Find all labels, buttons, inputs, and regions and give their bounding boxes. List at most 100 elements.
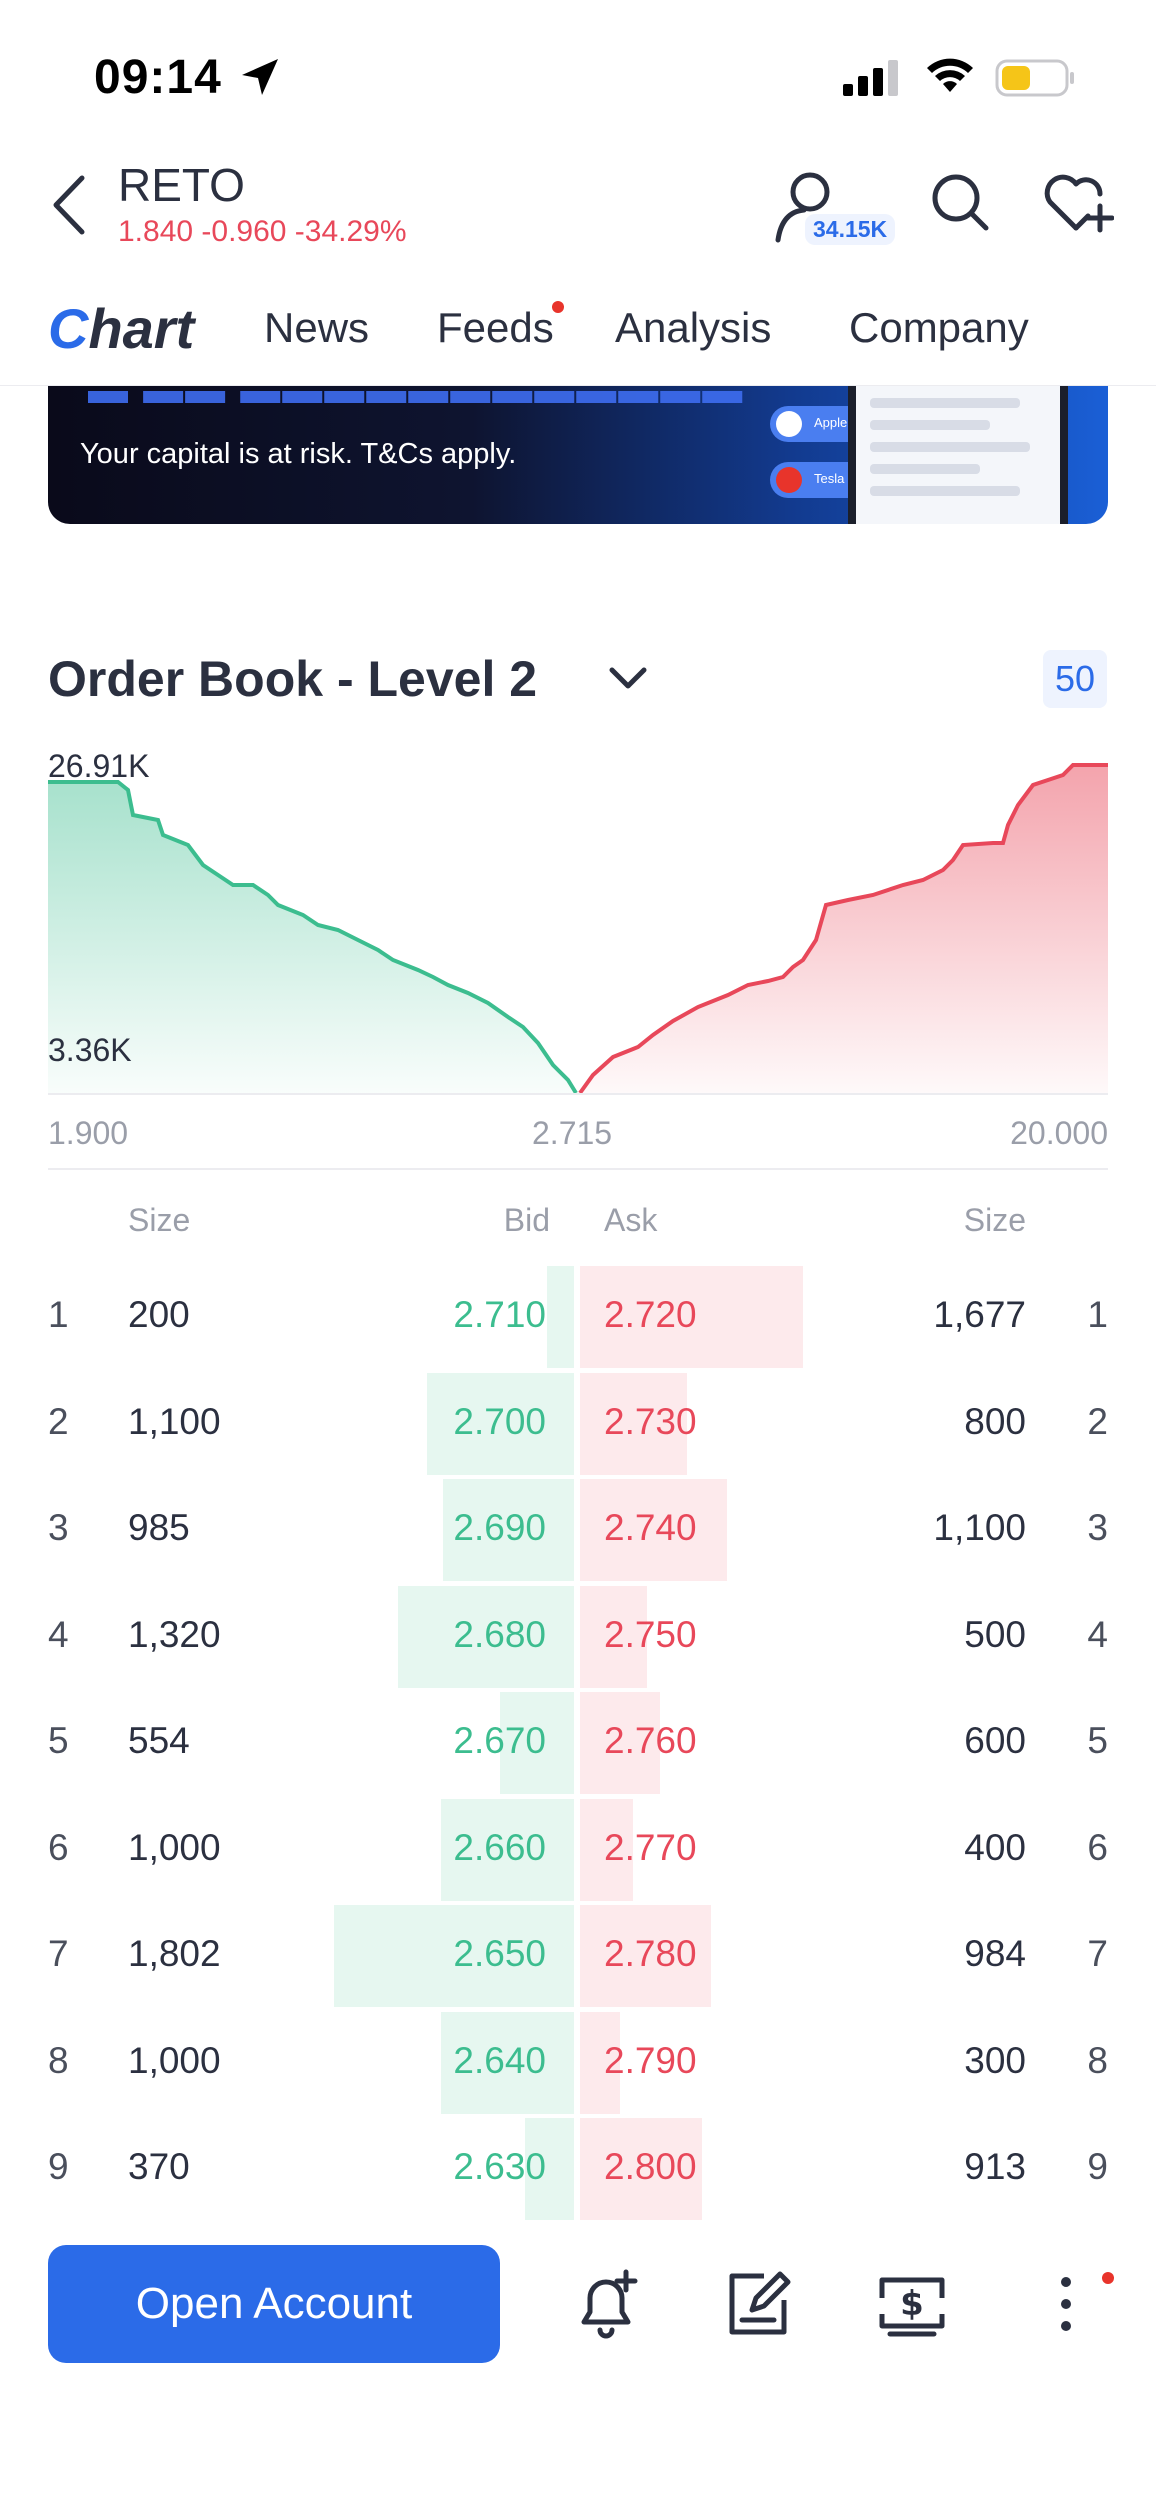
order-book-title[interactable]: Order Book - Level 2 (48, 651, 538, 707)
bid-size: 554 (128, 1720, 190, 1761)
followers-count: 34.15K (805, 214, 896, 245)
bid-level-index: 7 (48, 1933, 69, 1974)
ask-size-header: Size (963, 1202, 1026, 1238)
tab-company[interactable]: Company (849, 304, 1029, 351)
bid-level-index: 3 (48, 1507, 69, 1548)
tab-feeds[interactable]: Feeds (437, 304, 554, 351)
ask-level-index: 5 (1087, 1720, 1108, 1761)
ask-volume-bar (580, 1585, 647, 1688)
bid-level-index: 6 (48, 1826, 69, 1868)
promo-disclaimer: Your capital is at risk. T&Cs apply. (80, 438, 517, 470)
location-arrow-icon (242, 59, 278, 95)
ask-level-index: 3 (1087, 1507, 1108, 1548)
chevron-down-icon[interactable] (606, 664, 650, 694)
ask-price: 2.800 (604, 2146, 697, 2187)
ask-size: 913 (964, 2146, 1026, 2187)
add-favorite-icon[interactable] (1042, 172, 1114, 234)
bid-size: 1,000 (128, 1826, 221, 1868)
ask-header: Ask (604, 1202, 658, 1238)
bid-price: 2.700 (453, 1400, 546, 1442)
depth-x-mid: 2.715 (532, 1115, 613, 1151)
ask-size: 1,100 (933, 1507, 1026, 1548)
bid-ask-divider (575, 1264, 579, 2224)
ask-size: 1,677 (933, 1294, 1026, 1335)
order-book-row: 1 200 2.710 2.720 1,677 1 (0, 1264, 1156, 1370)
depth-selector[interactable]: 50 (1043, 650, 1107, 708)
open-account-button[interactable]: Open Account (48, 2245, 500, 2363)
tesla-logo-icon (776, 467, 802, 493)
bid-volume-bar (547, 1266, 574, 1368)
bid-size: 1,100 (128, 1400, 221, 1442)
bid-size: 1,802 (128, 1933, 221, 1974)
bid-price: 2.660 (453, 1826, 546, 1868)
order-book-row: 3 985 2.690 2.740 1,100 3 (0, 1477, 1156, 1583)
order-book-row: 2 1,100 2.700 2.730 800 2 (0, 1371, 1156, 1477)
ask-volume-bar (580, 2118, 702, 2220)
user-icon (775, 172, 830, 243)
bid-price: 2.670 (453, 1720, 546, 1761)
ask-depth-area (580, 765, 1108, 1095)
tab-analysis[interactable]: Analysis (615, 304, 772, 351)
order-book-row: 9 370 2.630 2.800 913 9 (0, 2116, 1156, 2222)
stock-symbol: RETO (118, 159, 245, 211)
order-book-row: 5 554 2.670 2.760 600 5 (0, 1690, 1156, 1796)
order-book-row: 7 1,802 2.650 2.780 984 7 (0, 1903, 1156, 2009)
promo-phone-image (848, 386, 1068, 524)
more-icon[interactable] (1030, 2268, 1102, 2340)
apple-logo-icon (776, 411, 802, 437)
ask-price: 2.790 (604, 2039, 697, 2081)
bid-volume-bar (427, 1372, 574, 1475)
bid-volume-bar (398, 1585, 574, 1688)
bid-price: 2.630 (453, 2146, 546, 2187)
bid-level-index: 5 (48, 1720, 69, 1761)
ask-volume-bar (580, 1372, 687, 1475)
depth-x-left: 1.900 (48, 1115, 129, 1151)
ask-price: 2.760 (604, 1720, 697, 1761)
cellular-signal-icon (843, 60, 898, 96)
bid-depth-area (48, 782, 576, 1095)
ask-volume-bar (580, 1798, 634, 1901)
ask-depth-line (578, 763, 1108, 1095)
bid-header: Bid (503, 1202, 550, 1238)
ask-price: 2.750 (604, 1613, 697, 1655)
bid-size: 985 (128, 1507, 190, 1548)
tab-bar: Chart News Feeds Analysis Company (0, 290, 1156, 386)
bid-level-index: 2 (48, 1400, 69, 1442)
ask-volume-bar (580, 1479, 727, 1581)
bid-volume-bar (442, 1479, 574, 1581)
ask-price: 2.770 (604, 1826, 697, 1868)
bid-volume-bar (440, 1798, 574, 1901)
bid-size-header: Size (128, 1202, 191, 1238)
bid-level-index: 9 (48, 2146, 69, 2187)
bid-volume-bar (524, 2118, 574, 2220)
promo-banner[interactable]: ▬ ▬▬ ▬▬▬▬▬▬▬▬▬▬▬▬ Your capital is at ris… (48, 386, 1108, 524)
bid-volume-bar (440, 2011, 574, 2114)
tab-chart[interactable]: Chart (48, 297, 195, 360)
bid-size: 1,000 (128, 2039, 221, 2081)
bid-price: 2.650 (453, 1933, 546, 1974)
ask-volume-bar (580, 1266, 804, 1368)
trade-icon[interactable]: $ (876, 2268, 948, 2340)
ask-volume-bar (580, 1692, 660, 1794)
back-button[interactable] (48, 172, 92, 238)
order-book-row: 4 1,320 2.680 2.750 500 4 (0, 1584, 1156, 1690)
svg-text:$: $ (900, 2284, 924, 2324)
tab-news[interactable]: News (264, 304, 370, 351)
bid-price: 2.710 (453, 1294, 546, 1335)
bid-volume-bar (500, 1692, 574, 1794)
depth-chart (48, 763, 1108, 1095)
bid-price: 2.690 (453, 1507, 546, 1548)
bid-depth-line (48, 780, 578, 1095)
feeds-notification-dot (552, 301, 564, 313)
status-bar: 09:14 (0, 0, 1156, 150)
order-book-row: 6 1,000 2.660 2.770 400 6 (0, 1797, 1156, 1903)
ask-level-index: 9 (1087, 2146, 1108, 2187)
add-alert-icon[interactable] (570, 2268, 642, 2340)
ask-size: 800 (964, 1400, 1026, 1442)
followers-button[interactable] (770, 170, 900, 250)
edit-note-icon[interactable] (722, 2268, 794, 2340)
ask-level-index: 1 (1087, 1294, 1108, 1335)
bid-size: 370 (128, 2146, 190, 2187)
ask-size: 400 (964, 1826, 1026, 1868)
search-icon[interactable] (930, 172, 990, 232)
